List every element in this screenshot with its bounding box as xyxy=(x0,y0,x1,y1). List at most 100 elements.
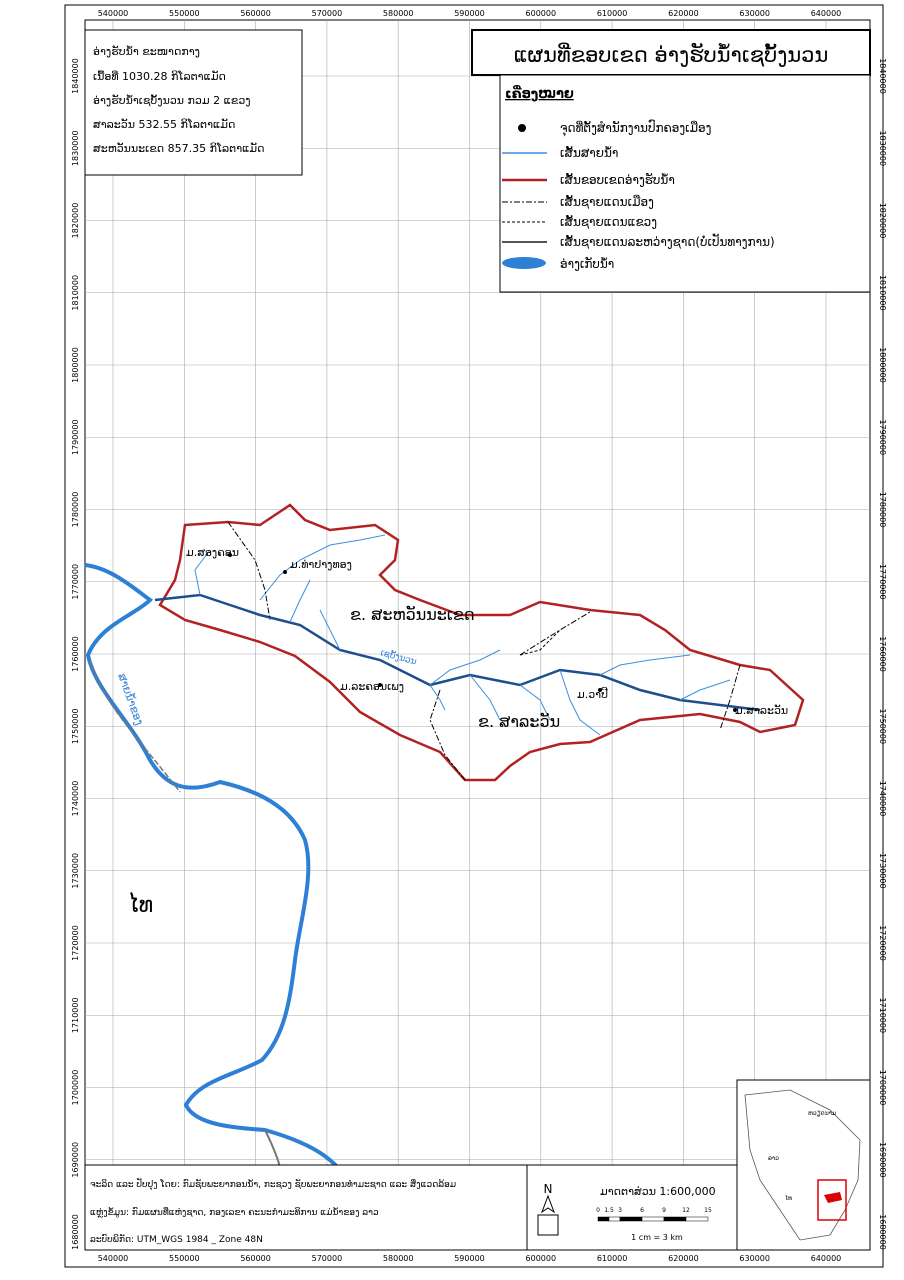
inset-label: ຫວຽດນາມ xyxy=(808,1110,836,1117)
x-grid-label: 600000 xyxy=(526,1254,557,1263)
y-grid-label: 1730000 xyxy=(71,853,80,889)
north-arrow-label: N xyxy=(544,1182,553,1196)
place-label: ມ.ສາລະວັນ xyxy=(735,704,788,717)
x-grid-label: 630000 xyxy=(739,9,770,18)
y-grid-label: 1700000 xyxy=(71,1070,80,1106)
legend-item: ເສັ້ນຊາຍແດນແຂວງ xyxy=(560,214,657,229)
x-grid-label: 600000 xyxy=(526,9,557,18)
y-grid-label: 1710000 xyxy=(878,997,887,1033)
y-grid-label: 1760000 xyxy=(71,636,80,672)
x-grid-label: 580000 xyxy=(383,9,414,18)
scale-tick-label: 12 xyxy=(682,1207,690,1214)
info-line: ອ່າງຮັບນ້ຳ ຂະໜາດກາງ xyxy=(93,45,200,58)
legend-item: ຈຸດທີ່ຕັ້ງສຳນັກງານປົກຄອງເມືອງ xyxy=(560,120,711,137)
scale-tick-label: 9 xyxy=(662,1207,666,1214)
y-grid-label: 1790000 xyxy=(878,419,887,455)
y-grid-label: 1760000 xyxy=(878,636,887,672)
place-label: ມ.ລະຄອນເພງ xyxy=(340,680,404,693)
legend-item: ເສັ້ນຂອບເຂດອ່າງຮັບນ້ຳ xyxy=(560,172,675,187)
scale-segment xyxy=(608,1216,621,1222)
country-label: ໄທ xyxy=(128,892,153,918)
legend-symbol xyxy=(502,257,546,269)
x-grid-label: 550000 xyxy=(169,9,200,18)
y-grid-label: 1740000 xyxy=(71,781,80,817)
scale-segment xyxy=(641,1216,665,1222)
outer-frame xyxy=(64,4,884,1268)
inset-watershed xyxy=(824,1192,842,1203)
y-grid-label: 1840000 xyxy=(71,58,80,94)
title-box xyxy=(471,29,871,76)
province-border xyxy=(519,629,561,656)
footer-box xyxy=(84,1164,528,1251)
legend-item: ເສັ້ນຊາຍແດນລະຫວ່າງຊາດ(ບໍ່ເປັນທາງການ) xyxy=(560,234,775,249)
info-line: ເນື້ອທີ່ 1030.28 ກິໂລຕາແມັດ xyxy=(93,70,226,83)
legend-box xyxy=(499,74,871,293)
north-arrow xyxy=(537,1194,559,1236)
y-grid-label: 1800000 xyxy=(878,347,887,383)
place-label: ມ.ສອງຄອນ xyxy=(186,546,239,559)
main-river xyxy=(154,593,761,712)
scale-tick-label: 1.5 xyxy=(604,1207,614,1214)
map-features: ມ.ສອງຄອນ ມ.ທ່າປາງທອງ ຂ. ສະຫວັນນະເຂດ ມ.ລະ… xyxy=(84,503,805,1176)
info-line: ອ່າງຮັບນ້ຳເຊບັ້ງນວນ ກວມ 2 ແຂວງ xyxy=(93,94,251,107)
y-grid-label: 1770000 xyxy=(71,564,80,600)
legend-symbol xyxy=(518,124,526,132)
y-grid-label: 1680000 xyxy=(71,1214,80,1250)
scale-tick-label: 6 xyxy=(640,1207,644,1214)
scale-bar: 0 1.5 3 6 9 12 15 xyxy=(596,1207,712,1222)
footer-line: ລະບົບພິກັດ: UTM_WGS 1984 _ Zone 48N xyxy=(90,1234,263,1245)
x-grid-label: 610000 xyxy=(597,9,628,18)
x-grid-label: 540000 xyxy=(98,9,129,18)
x-grid-label: 580000 xyxy=(383,1254,414,1263)
y-grid-label: 1780000 xyxy=(71,492,80,528)
scale-note: 1 cm = 3 km xyxy=(631,1233,683,1242)
y-grid-label: 1790000 xyxy=(71,419,80,455)
y-grid-label: 1690000 xyxy=(878,1142,887,1178)
y-grid-label: 1800000 xyxy=(71,347,80,383)
y-grid-label: 1830000 xyxy=(71,130,80,166)
x-grid-label: 560000 xyxy=(240,1254,271,1263)
scale-segment xyxy=(685,1216,709,1222)
x-grid-label: 590000 xyxy=(454,9,485,18)
info-line: ສາລະວັນ 532.55 ກິໂລຕາແມັດ xyxy=(93,118,235,131)
y-grid-label: 1680000 xyxy=(878,1214,887,1250)
y-grid-label: 1730000 xyxy=(878,853,887,889)
info-line: ສະຫວັນນະເຂດ 857.35 ກິໂລຕາແມັດ xyxy=(93,142,264,155)
y-grid-label: 1700000 xyxy=(878,1070,887,1106)
scale-tick-label: 0 xyxy=(596,1207,600,1214)
watershed-boundary xyxy=(158,503,805,782)
x-grid-label: 590000 xyxy=(454,1254,485,1263)
footer-line: ຈະລິດ ແລະ ປັບປຸງ ໂດຍ: ກົມຊັບພະຍາກອນນ້ຳ, … xyxy=(90,1178,456,1191)
x-grid-label: 550000 xyxy=(169,1254,200,1263)
scale-segment xyxy=(663,1216,687,1222)
y-grid-label: 1770000 xyxy=(878,564,887,600)
y-grid-label: 1740000 xyxy=(878,781,887,817)
inset-outline xyxy=(744,1089,861,1241)
scale-tick-label: 15 xyxy=(704,1207,712,1214)
place-label: ມ.ວາປີ xyxy=(577,687,608,701)
inset-box xyxy=(736,1079,871,1251)
district-offices xyxy=(228,553,737,712)
y-grid-label: 1820000 xyxy=(878,203,887,239)
x-grid-label: 620000 xyxy=(668,9,699,18)
x-grid-label: 640000 xyxy=(811,1254,842,1263)
scale-tick-label: 3 xyxy=(618,1207,622,1214)
tributaries xyxy=(194,534,731,736)
footer-line: ແຫຼ່ງຂໍ້ມູນ: ກົມແຜນທີ່ແຫ່ງຊາດ, ກອງເລຂາ ຄ… xyxy=(90,1207,379,1218)
x-grid-label: 610000 xyxy=(597,1254,628,1263)
legend-item: ເສັ້ນຊາຍແດນເມືອງ xyxy=(560,194,654,209)
map-title: ແຜນທີ່ຂອບເຂດ ອ່າງຮັບນ້ຳເຊບັ້ງນວນ xyxy=(514,42,829,67)
international-border xyxy=(89,659,181,793)
province-label: ຂ. ສາລະວັນ xyxy=(478,712,560,731)
y-grid-label: 1840000 xyxy=(878,58,887,94)
scale-segment xyxy=(597,1216,610,1222)
inset-label: ລາວ xyxy=(768,1155,779,1162)
inset-label: ໄທ xyxy=(785,1194,792,1202)
place-label: ມ.ທ່າປາງທອງ xyxy=(290,558,352,571)
province-label: ຂ. ສະຫວັນນະເຂດ xyxy=(350,605,475,624)
inset-extent xyxy=(817,1179,847,1221)
x-grid-label: 570000 xyxy=(312,9,343,18)
y-grid-label: 1750000 xyxy=(71,708,80,744)
x-grid-label: 560000 xyxy=(240,9,271,18)
scale-title: ມາດຕາສ່ວນ 1:600,000 xyxy=(600,1185,716,1198)
